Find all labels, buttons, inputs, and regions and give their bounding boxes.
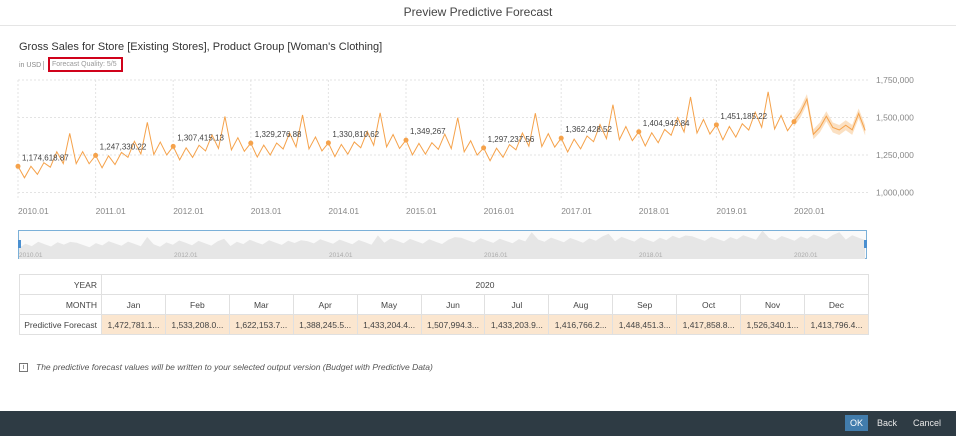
y-tick-label: 1,250,000 — [876, 150, 914, 160]
annotated-point — [170, 143, 176, 149]
info-icon: i — [19, 363, 28, 373]
annotated-point — [403, 137, 409, 143]
forecast-start-point — [791, 119, 797, 125]
month-cell: Jun — [420, 294, 486, 315]
forecast-confidence-band — [794, 94, 866, 140]
unit-label: in USD — [19, 62, 42, 69]
navigator-right-handle — [864, 240, 867, 248]
annotated-point — [481, 145, 487, 151]
navigator-area — [19, 230, 865, 259]
info-message: i The predictive forecast values will be … — [19, 362, 433, 373]
dialog-title: Preview Predictive Forecast — [403, 5, 553, 19]
data-label: 1,297,237.56 — [488, 135, 535, 144]
dialog-footer: OK Back Cancel — [0, 411, 956, 436]
annotated-point — [93, 152, 99, 158]
annotated-point — [558, 135, 564, 141]
annotated-point — [325, 140, 331, 146]
range-navigator[interactable]: 2010.01 2012.01 2014.01 2016.01 2018.01 2020.… — [18, 230, 868, 260]
y-tick-label: 1,750,000 — [876, 75, 914, 85]
month-cell: Apr — [292, 294, 358, 315]
data-label: 1,330,810.62 — [332, 130, 379, 139]
back-button[interactable]: Back — [877, 415, 897, 431]
month-cell: May — [356, 294, 422, 315]
forecast-series-line — [793, 97, 866, 136]
annotated-point — [248, 140, 254, 146]
forecast-value-cell[interactable]: 1,413,796.4... — [803, 314, 870, 335]
navigator-tick-label: 2020.01 — [794, 252, 818, 259]
x-tick-label: 2016.01 — [484, 206, 515, 216]
forecast-table: YEAR 2020 MONTH Jan Feb Mar Apr May Jun Jul Aug… — [19, 274, 870, 335]
x-tick-label: 2018.01 — [639, 206, 670, 216]
cancel-button[interactable]: Cancel — [913, 415, 941, 431]
forecast-value-cell[interactable]: 1,416,766.2... — [548, 314, 614, 335]
info-text: The predictive forecast values will be w… — [36, 362, 433, 372]
row-label: Predictive Forecast — [19, 314, 102, 335]
forecast-value-cell[interactable]: 1,533,208.0... — [164, 314, 230, 335]
month-cell: Jul — [484, 294, 550, 315]
y-tick-label: 1,500,000 — [876, 113, 914, 123]
annotated-point — [713, 122, 719, 128]
navigator-tick-label: 2016.01 — [484, 252, 508, 259]
x-tick-label: 2010.01 — [18, 206, 49, 216]
month-cell: Feb — [164, 294, 230, 315]
x-tick-label: 2017.01 — [561, 206, 592, 216]
x-tick-label: 2019.01 — [716, 206, 747, 216]
predictive-forecast-row: Predictive Forecast 1,472,781.1... 1,533,… — [19, 314, 870, 335]
forecast-value-cell[interactable]: 1,448,451.3... — [612, 314, 678, 335]
header-separator — [43, 61, 44, 70]
month-cell: Jan — [101, 294, 166, 315]
month-header: MONTH — [19, 294, 102, 315]
x-tick-label: 2020.01 — [794, 206, 825, 216]
year-row: YEAR 2020 — [19, 274, 869, 295]
forecast-value-cell[interactable]: 1,388,245.5... — [292, 314, 358, 335]
annotated-point — [15, 163, 21, 169]
forecast-value-cell[interactable]: 1,433,204.4... — [356, 314, 422, 335]
month-cell: Mar — [228, 294, 294, 315]
forecast-value-cell[interactable]: 1,622,153.7... — [228, 314, 294, 335]
year-value: 2020 — [101, 274, 869, 295]
data-label: 1,247,330.22 — [100, 142, 147, 151]
y-tick-label: 1,000,000 — [876, 188, 914, 198]
month-cell: Oct — [676, 294, 742, 315]
data-label: 1,362,428.52 — [565, 125, 612, 134]
forecast-value-cell[interactable]: 1,433,203.9... — [484, 314, 550, 335]
annotated-point — [636, 129, 642, 135]
forecast-value-cell[interactable]: 1,526,340.1... — [740, 314, 805, 335]
month-cell: Aug — [548, 294, 614, 315]
navigator-left-handle — [18, 240, 21, 248]
ok-button[interactable]: OK — [845, 415, 868, 431]
month-cell: Sep — [612, 294, 678, 315]
navigator-tick-label: 2010.01 — [19, 252, 43, 259]
data-label: 1,349,267 — [410, 127, 446, 136]
forecast-line-chart[interactable]: 1,750,000 1,500,000 1,250,000 1,000,000 2010… — [0, 70, 956, 220]
forecast-value-cell[interactable]: 1,507,994.3... — [420, 314, 486, 335]
x-tick-label: 2012.01 — [173, 206, 204, 216]
data-label: 1,329,276.88 — [255, 130, 302, 139]
forecast-quality-badge: Forecast Quality: 5/5 — [48, 57, 123, 72]
data-label: 1,451,185.22 — [720, 112, 767, 121]
month-cell: Dec — [803, 294, 870, 315]
chart-title: Gross Sales for Store [Existing Stores],… — [19, 41, 383, 53]
navigator-tick-label: 2018.01 — [639, 252, 663, 259]
month-row: MONTH Jan Feb Mar Apr May Jun Jul Aug Sep Oct Nov D… — [19, 294, 870, 315]
x-tick-label: 2015.01 — [406, 206, 437, 216]
month-cell: Nov — [740, 294, 805, 315]
data-label: 1,174,618.87 — [22, 153, 69, 162]
x-tick-label: 2011.01 — [96, 206, 126, 216]
navigator-tick-label: 2012.01 — [174, 252, 198, 259]
x-tick-label: 2014.01 — [328, 206, 359, 216]
year-header: YEAR — [19, 274, 102, 295]
forecast-value-cell[interactable]: 1,472,781.1... — [101, 314, 166, 335]
data-label: 1,404,943.84 — [643, 119, 690, 128]
navigator-tick-label: 2014.01 — [329, 252, 353, 259]
forecast-value-cell[interactable]: 1,417,858.8... — [676, 314, 742, 335]
data-label: 1,307,415.13 — [177, 133, 224, 142]
x-tick-label: 2013.01 — [251, 206, 282, 216]
dialog-titlebar: Preview Predictive Forecast — [0, 0, 956, 26]
